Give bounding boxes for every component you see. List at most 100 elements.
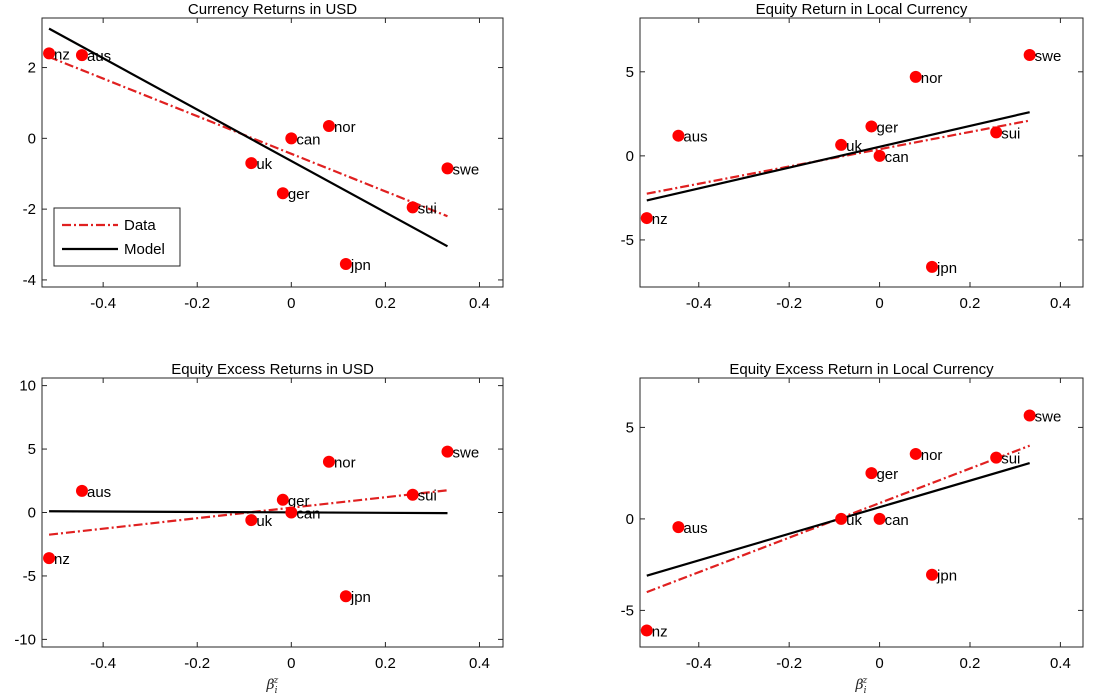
x-axis-label-symbol: β [855, 677, 864, 693]
legend-data-label: Data [124, 217, 156, 234]
model-line [48, 27, 449, 248]
data-point-aus [672, 129, 685, 142]
data-fit-line [48, 55, 448, 218]
data-point-uk [835, 512, 848, 525]
x-tick-label: 0 [287, 655, 295, 672]
y-tick-label: 0 [626, 148, 634, 165]
chart-title: Equity Excess Return in Local Currency [729, 361, 994, 378]
point-label-can: can [885, 512, 909, 529]
data-point-can [873, 512, 886, 525]
y-tick-label: -2 [23, 201, 36, 218]
point-label-jpn: jpn [350, 257, 371, 274]
x-axis-label-superscript: z [861, 676, 867, 686]
y-tick-label: -5 [621, 602, 634, 619]
axes-box [639, 17, 1084, 288]
chart-panel-4: Equity Excess Return in Local Currency -0… [621, 361, 1084, 696]
x-tick-label: -0.4 [90, 295, 116, 312]
data-point-ger [276, 493, 289, 506]
point-label-ger: ger [876, 119, 898, 136]
data-point-ger [276, 187, 289, 200]
x-tick-label: -0.4 [90, 655, 116, 672]
y-tick-label: 5 [28, 441, 36, 458]
point-label-swe: swe [1035, 409, 1062, 426]
point-label-sui: sui [1001, 125, 1020, 142]
data-point-swe [1023, 409, 1036, 422]
point-label-uk: uk [846, 512, 862, 529]
data-point-can [285, 506, 298, 519]
data-point-sui [406, 201, 419, 214]
chart-panel-2: Equity Return in Local Currency -0.4 -0.2 0… [621, 1, 1084, 312]
point-label-nz: nz [652, 211, 668, 228]
point-label-uk: uk [256, 513, 272, 530]
y-tick-label: 0 [626, 511, 634, 528]
point-label-can: can [296, 506, 320, 523]
data-point-jpn [926, 568, 939, 581]
x-tick-label: 0.4 [469, 655, 490, 672]
point-label-nor: nor [921, 447, 943, 464]
legend-box [53, 207, 181, 267]
x-tick-label: 0.2 [375, 655, 396, 672]
data-point-nz [43, 47, 56, 60]
data-point-uk [835, 138, 848, 151]
y-tick-label: -4 [23, 272, 36, 289]
x-tick-label: 0 [287, 295, 295, 312]
data-point-nor [909, 447, 922, 460]
point-label-ger: ger [288, 186, 310, 203]
legend: Data Model [53, 207, 181, 267]
chart-title: Equity Excess Returns in USD [171, 361, 374, 378]
point-label-jpn: jpn [350, 589, 371, 606]
x-axis-label-subscript: i [864, 686, 867, 696]
data-point-can [873, 149, 886, 162]
data-point-swe [1023, 48, 1036, 61]
point-label-jpn: jpn [936, 568, 957, 585]
x-axis-label-symbol: β [266, 677, 275, 693]
point-label-aus: aus [683, 129, 707, 146]
x-tick-label: -0.4 [686, 655, 712, 672]
y-tick-label: 0 [28, 130, 36, 147]
data-point-can [285, 132, 298, 145]
data-point-ger [865, 467, 878, 480]
data-point-nz [640, 212, 653, 225]
data-point-aus [75, 49, 88, 62]
x-tick-label: -0.2 [776, 655, 802, 672]
data-point-uk [245, 514, 258, 527]
x-axis-label-superscript: z [272, 676, 278, 686]
x-tick-label: -0.4 [686, 295, 712, 312]
point-label-jpn: jpn [936, 260, 957, 277]
point-label-nor: nor [334, 119, 356, 136]
x-tick-label: -0.2 [184, 655, 210, 672]
model-line [49, 510, 448, 515]
point-label-nz: nz [54, 551, 70, 568]
point-label-aus: aus [683, 520, 707, 537]
y-tick-label: 0 [28, 505, 36, 522]
point-label-swe: swe [452, 445, 479, 462]
data-point-sui [406, 488, 419, 501]
point-label-nor: nor [921, 70, 943, 87]
point-label-uk: uk [846, 138, 862, 155]
data-point-jpn [339, 590, 352, 603]
data-point-nor [909, 70, 922, 83]
x-tick-label: 0 [875, 295, 883, 312]
data-point-nor [322, 455, 335, 468]
y-tick-label: -5 [621, 232, 634, 249]
y-tick-label: -5 [23, 568, 36, 585]
data-point-sui [990, 126, 1003, 139]
x-axis-label: βiz [855, 676, 868, 696]
data-point-swe [441, 162, 454, 175]
point-label-nz: nz [54, 46, 70, 63]
point-label-ger: ger [876, 466, 898, 483]
data-point-jpn [339, 257, 352, 270]
x-tick-label: 0.2 [960, 295, 981, 312]
model-line [646, 111, 1030, 202]
y-tick-label: 5 [626, 419, 634, 436]
point-label-ger: ger [288, 493, 310, 510]
x-tick-label: 0 [875, 655, 883, 672]
chart-title: Currency Returns in USD [188, 1, 357, 18]
chart-title: Equity Return in Local Currency [756, 1, 968, 18]
point-label-sui: sui [418, 200, 437, 217]
legend-model-label: Model [124, 241, 165, 258]
x-tick-label: 0.4 [469, 295, 490, 312]
